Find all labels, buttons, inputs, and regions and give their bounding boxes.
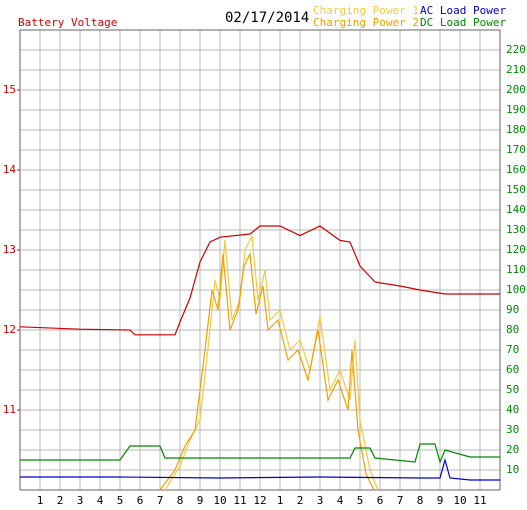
x-tick-label: 11 [233, 494, 246, 507]
y-tick-label: 14 [3, 163, 17, 176]
y2-tick-label: 160 [506, 163, 526, 176]
x-tick-label: 5 [357, 494, 364, 507]
y2-tick-label: 150 [506, 183, 526, 196]
y2-tick-label: 30 [506, 423, 519, 436]
y2-tick-label: 220 [506, 43, 526, 56]
x-tick-label: 8 [417, 494, 424, 507]
y-tick-label: 12 [3, 323, 16, 336]
series-line [159, 251, 375, 491]
legend-label: Charging Power 2 [313, 16, 419, 29]
y2-tick-label: 210 [506, 63, 526, 76]
x-tick-label: 10 [213, 494, 226, 507]
legend-label: Charging Power 1 [313, 4, 419, 17]
y2-tick-label: 40 [506, 403, 519, 416]
x-tick-label: 9 [437, 494, 444, 507]
y2-tick-label: 90 [506, 303, 519, 316]
series-line [20, 443, 500, 464]
x-tick-label: 6 [377, 494, 384, 507]
y2-tick-label: 110 [506, 263, 526, 276]
x-tick-label: 8 [177, 494, 184, 507]
x-tick-label: 2 [57, 494, 64, 507]
x-tick-label: 12 [253, 494, 266, 507]
y2-tick-label: 140 [506, 203, 526, 216]
series-line [19, 225, 500, 336]
y2-tick-label: 80 [506, 323, 519, 336]
x-tick-label: 7 [397, 494, 404, 507]
y-tick-label: 13 [3, 243, 16, 256]
y2-tick-label: 170 [506, 143, 526, 156]
x-tick-label: 1 [37, 494, 44, 507]
series-line [20, 457, 500, 481]
x-tick-label: 2 [297, 494, 304, 507]
y2-tick-label: 10 [506, 463, 519, 476]
y2-tick-label: 20 [506, 443, 519, 456]
legend-label: DC Load Power [420, 16, 506, 29]
x-tick-label: 7 [157, 494, 164, 507]
x-tick-label: 5 [117, 494, 124, 507]
y2-tick-label: 60 [506, 363, 519, 376]
x-tick-label: 4 [97, 494, 104, 507]
y-tick-label: 11 [3, 403, 16, 416]
chart-date: 02/17/2014 [225, 10, 309, 26]
x-tick-label: 9 [197, 494, 204, 507]
y2-tick-label: 70 [506, 343, 519, 356]
y2-tick-label: 50 [506, 383, 519, 396]
plot-border [19, 29, 501, 491]
x-tick-label: 3 [77, 494, 84, 507]
x-tick-label: 4 [337, 494, 344, 507]
y2-tick-label: 130 [506, 223, 526, 236]
chart-title: Battery Voltage [18, 16, 117, 29]
legend-label: AC Load Power [420, 4, 506, 17]
x-tick-label: 6 [137, 494, 144, 507]
x-tick-label: 3 [317, 494, 324, 507]
y2-tick-label: 120 [506, 243, 526, 256]
series-line [164, 233, 379, 491]
y2-tick-label: 200 [506, 83, 526, 96]
x-tick-label: 10 [453, 494, 466, 507]
y-tick-label: 15 [3, 83, 16, 96]
y2-tick-label: 180 [506, 123, 526, 136]
x-tick-label: 1 [277, 494, 284, 507]
x-tick-label: 11 [473, 494, 486, 507]
y2-tick-label: 100 [506, 283, 526, 296]
y2-tick-label: 190 [506, 103, 526, 116]
